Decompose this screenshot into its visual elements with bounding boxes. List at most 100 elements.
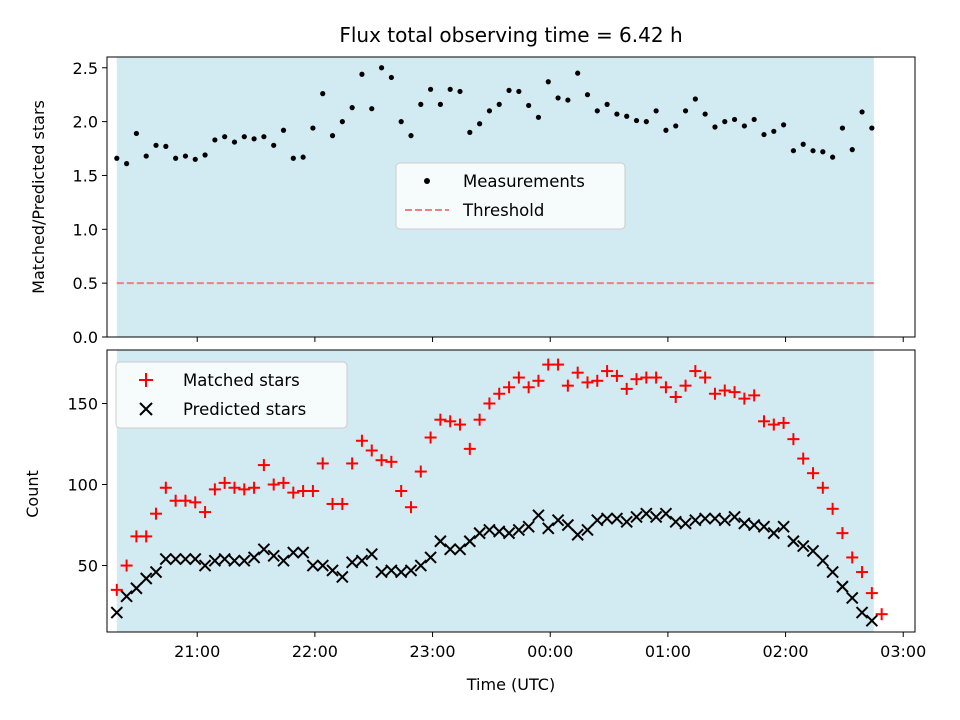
measurementspoint bbox=[124, 161, 130, 167]
measurementspoint bbox=[467, 129, 473, 135]
measurementspoint bbox=[212, 137, 218, 143]
predicted-starspoint bbox=[855, 606, 869, 619]
predicted-starspoint bbox=[179, 552, 192, 566]
measurementspoint bbox=[300, 154, 306, 160]
y-tick-label: 50 bbox=[78, 557, 98, 576]
ratio-panel: 0.0 0.5 1.0 1.5 2.0 2.5 Matched/Predicted sta… bbox=[29, 56, 916, 347]
predicted-starspoint bbox=[738, 517, 751, 530]
predicted-starspoint bbox=[218, 552, 231, 566]
x-tick-label: 23:00 bbox=[409, 642, 455, 661]
y-tick-label: 0.5 bbox=[73, 274, 98, 293]
ratio-y-ticks: 0.0 0.5 1.0 1.5 2.0 2.5 bbox=[73, 59, 107, 347]
measurementspoint bbox=[173, 155, 179, 161]
matched-starspoint bbox=[659, 381, 672, 394]
matched-starspoint bbox=[120, 559, 133, 572]
matched-starspoint bbox=[522, 381, 535, 394]
measurementspoint bbox=[643, 119, 649, 125]
measurementspoint bbox=[604, 101, 610, 107]
matched-starspoint bbox=[375, 454, 388, 467]
measurementspoint bbox=[320, 91, 326, 97]
matched-starspoint bbox=[601, 365, 614, 378]
measurementspoint bbox=[398, 119, 404, 125]
measurementspoint bbox=[682, 108, 689, 114]
predicted-starspoint bbox=[365, 547, 378, 561]
predicted-starspoint bbox=[532, 509, 545, 522]
predicted-starspoint bbox=[649, 510, 663, 524]
measurementspoint bbox=[614, 111, 620, 117]
count-y-ticks: 50 100 150 bbox=[67, 394, 107, 576]
matched-starspoint bbox=[424, 431, 437, 444]
measurementspoint bbox=[555, 95, 561, 101]
matched-starspoint bbox=[434, 413, 447, 426]
predicted-starspoint bbox=[473, 526, 486, 540]
predicted-starspoint bbox=[728, 510, 741, 524]
measurements-legend-marker bbox=[424, 178, 430, 184]
matched-starspoint bbox=[473, 413, 486, 426]
matched-starspoint bbox=[493, 387, 506, 400]
measurementspoint bbox=[143, 153, 149, 159]
measurementspoint bbox=[418, 101, 424, 107]
predicted-starspoint bbox=[120, 590, 133, 603]
x-tick-label: 22:00 bbox=[292, 642, 338, 661]
y-tick-label: 1.0 bbox=[73, 220, 98, 239]
x-axis-label: Time (UTC) bbox=[466, 675, 555, 694]
measurements-legend-label: Measurements bbox=[463, 172, 585, 191]
matched-starspoint bbox=[110, 583, 123, 596]
x-tick-label: 03:00 bbox=[880, 642, 926, 661]
measurementspoint bbox=[516, 88, 522, 95]
predicted-starspoint bbox=[698, 512, 712, 525]
measurementspoint bbox=[133, 130, 140, 137]
ratio-frame bbox=[106, 56, 916, 338]
predicted-starspoint bbox=[493, 525, 506, 538]
measurementspoint bbox=[771, 128, 777, 134]
measurementspoint bbox=[839, 125, 846, 131]
predicted-starspoint bbox=[414, 559, 427, 572]
measurementspoint bbox=[692, 96, 698, 102]
matched-starspoint bbox=[875, 608, 888, 621]
predicted-starspoint bbox=[502, 526, 516, 540]
predicted-starspoint bbox=[326, 564, 339, 577]
x-tick-label: 02:00 bbox=[763, 642, 809, 661]
measurementspoint bbox=[722, 119, 728, 125]
count-legend[interactable]: Matched stars Predicted stars bbox=[115, 361, 348, 429]
ratio-legend[interactable]: Measurements Threshold bbox=[395, 162, 626, 230]
measurementspoint bbox=[633, 117, 640, 124]
matched-starspoint bbox=[306, 485, 319, 497]
y-tick-label: 2.0 bbox=[73, 113, 98, 132]
predicted-starspoint bbox=[679, 517, 692, 530]
predicted-starspoint bbox=[267, 549, 280, 563]
measurementspoint bbox=[526, 102, 532, 109]
predicted-starspoint bbox=[757, 520, 771, 533]
measurementspoint bbox=[437, 101, 443, 107]
matched-starspoint bbox=[238, 483, 251, 496]
matched-starspoint bbox=[728, 386, 741, 399]
matched-starspoint bbox=[552, 358, 565, 371]
measurementspoint bbox=[261, 134, 267, 140]
matched-starspoint bbox=[444, 415, 457, 428]
y-tick-label: 1.5 bbox=[73, 166, 98, 185]
matched-starspoint bbox=[150, 507, 163, 520]
measurementspoint bbox=[241, 134, 247, 140]
measurementspoint bbox=[545, 79, 551, 85]
predicted-starspoint bbox=[257, 543, 271, 556]
ratio-marks bbox=[114, 65, 875, 285]
matched-starspoint bbox=[287, 486, 300, 499]
matched-starspoint bbox=[767, 418, 780, 431]
measurementspoint bbox=[741, 123, 747, 129]
measurementspoint bbox=[349, 105, 355, 111]
predicted-starspoint bbox=[296, 546, 310, 559]
measurementspoint bbox=[447, 86, 453, 92]
predicted-starspoint bbox=[394, 565, 408, 579]
predicted-starspoint bbox=[630, 510, 643, 524]
measurementspoint bbox=[408, 133, 414, 139]
predicted-starspoint bbox=[777, 520, 790, 533]
matched-starspoint bbox=[395, 485, 408, 497]
matched-starspoint bbox=[836, 527, 849, 540]
matched-starspoint bbox=[199, 506, 212, 519]
matched-starspoint bbox=[591, 374, 604, 387]
matched-starspoint bbox=[228, 481, 241, 494]
measurementspoint bbox=[565, 97, 571, 103]
measurementspoint bbox=[859, 109, 865, 115]
predicted-starspoint bbox=[620, 515, 633, 529]
